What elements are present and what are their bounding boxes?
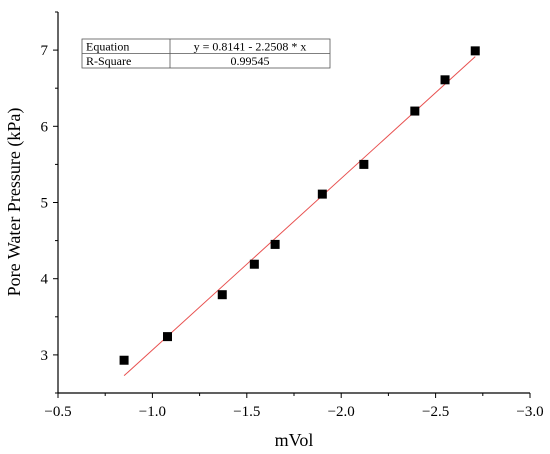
fit-line	[123, 56, 476, 377]
y-tick-label: 6	[41, 119, 49, 135]
x-tick-label: −1.5	[233, 404, 260, 420]
y-tick-label: 3	[41, 348, 49, 364]
data-point	[163, 332, 173, 342]
data-point	[440, 75, 450, 85]
data-point	[359, 159, 369, 169]
data-point	[249, 259, 259, 269]
x-tick-label: −1.0	[139, 404, 166, 420]
fit-table-value-rsquare: 0.99545	[231, 54, 270, 68]
data-point	[119, 355, 129, 365]
data-points	[119, 46, 480, 365]
x-tick-label: −2.0	[328, 404, 355, 420]
y-tick-label: 5	[41, 196, 49, 212]
fit-table-label-equation: Equation	[86, 40, 129, 54]
data-point	[470, 46, 480, 56]
data-point	[317, 189, 327, 199]
x-tick-label: −0.5	[44, 404, 71, 420]
x-tick-label: −3.0	[516, 404, 543, 420]
x-ticks: −0.5 −1.0 −1.5 −2.0 −2.5 −3.0	[44, 393, 544, 420]
x-tick-label: −2.5	[422, 404, 449, 420]
fit-table-label-rsquare: R-Square	[86, 54, 131, 68]
fit-table-value-equation: y = 0.8141 - 2.2508 * x	[194, 40, 307, 54]
y-ticks: 3 4 5 6 7	[41, 11, 58, 394]
y-axis-title: Pore Water Pressure (kPa)	[4, 108, 25, 297]
data-point	[217, 290, 227, 300]
data-point	[410, 106, 420, 116]
data-point	[270, 239, 280, 249]
x-axis-title: mVol	[275, 430, 314, 450]
fit-table: Equation y = 0.8141 - 2.2508 * x R-Squar…	[81, 38, 331, 69]
y-tick-label: 4	[41, 272, 49, 288]
y-tick-label: 7	[41, 43, 49, 59]
